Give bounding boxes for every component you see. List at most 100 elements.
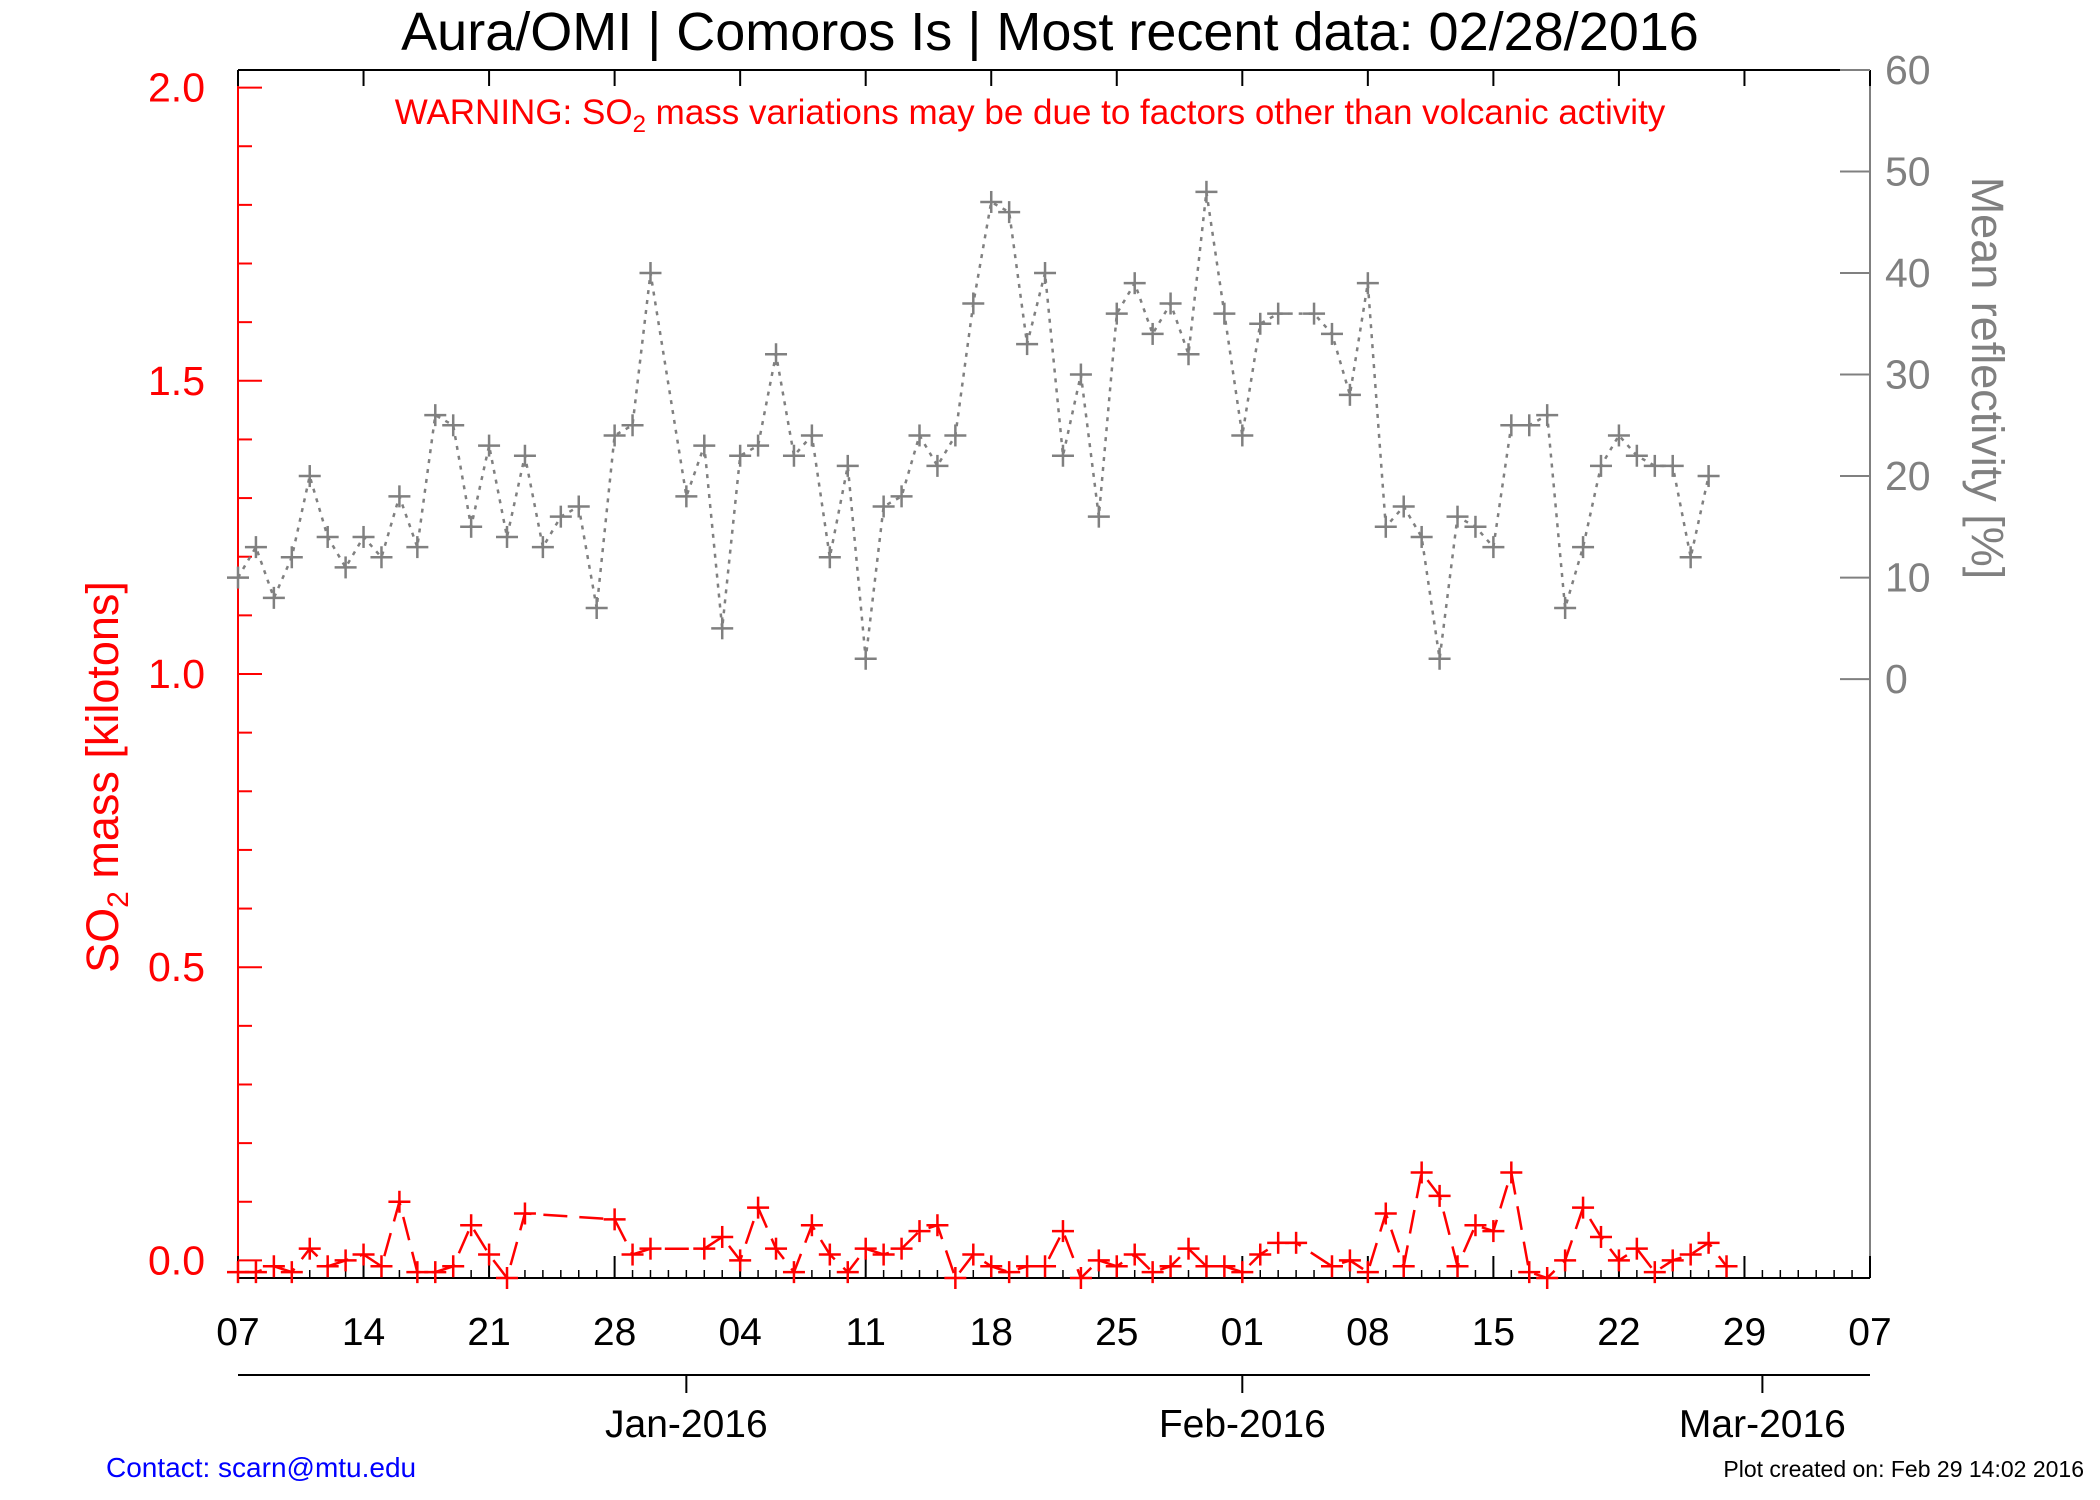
data-point-left [998, 1261, 1021, 1284]
data-point-right [854, 647, 877, 670]
data-point-right [1338, 383, 1361, 406]
data-point-right [406, 536, 429, 559]
data-point-right [1392, 495, 1415, 518]
data-point-left [1087, 1249, 1110, 1272]
data-point-right [944, 424, 967, 447]
x-tick-label: 14 [342, 1311, 385, 1354]
data-point-left [1034, 1255, 1057, 1278]
y-right-tick-label: 60 [1885, 47, 1931, 93]
data-point-left [1643, 1261, 1666, 1284]
x-tick-label: 18 [970, 1311, 1013, 1354]
data-point-right [1141, 322, 1164, 345]
x-tick-label: 22 [1597, 1311, 1640, 1354]
y-right-tick-label: 20 [1885, 453, 1931, 499]
data-point-right [711, 617, 734, 640]
data-point-right [1213, 302, 1236, 325]
data-point-right [424, 404, 447, 427]
data-point-right [1697, 465, 1720, 488]
data-point-left [1051, 1220, 1074, 1243]
data-point-right [496, 525, 519, 548]
data-point-right [1661, 454, 1684, 477]
x-tick-label: 04 [718, 1311, 761, 1354]
data-point-left [908, 1220, 931, 1243]
data-point-left [1338, 1249, 1361, 1272]
data-point-left [388, 1190, 411, 1213]
x-tick-label: 11 [845, 1311, 886, 1354]
x-tick-label: 25 [1095, 1311, 1138, 1354]
data-point-left [496, 1267, 519, 1289]
data-point-left [370, 1255, 393, 1278]
data-point-right [1159, 292, 1182, 315]
data-point-left [980, 1255, 1003, 1278]
data-point-left [1428, 1184, 1451, 1207]
contact-text: Contact: scarn@mtu.edu [106, 1452, 416, 1483]
x-tick-label: 21 [467, 1311, 510, 1354]
data-point-right [316, 525, 339, 548]
data-point-left [1392, 1255, 1415, 1278]
data-point-left [316, 1255, 339, 1278]
data-point-right [1536, 404, 1559, 427]
month-label: Jan-2016 [605, 1403, 768, 1446]
data-point-left [1285, 1231, 1308, 1254]
month-label: Feb-2016 [1159, 1403, 1326, 1446]
data-point-right [926, 454, 949, 477]
y-left-tick-label: 2.0 [148, 65, 205, 111]
data-point-left [298, 1237, 321, 1260]
data-point-right [872, 495, 895, 518]
x-tick-label: 07 [216, 1311, 259, 1354]
data-point-right [782, 444, 805, 467]
data-point-right [621, 414, 644, 437]
data-point-left [729, 1249, 752, 1272]
data-point-right [1105, 302, 1128, 325]
data-point-right [1123, 272, 1146, 295]
data-point-right [352, 525, 375, 548]
x-tick-label: 01 [1221, 1311, 1264, 1354]
data-point-left [1374, 1202, 1397, 1225]
data-point-left [1554, 1249, 1577, 1272]
data-point-right [998, 201, 1021, 224]
data-series [227, 180, 1738, 1289]
data-point-right [1356, 272, 1379, 295]
data-point-right [836, 454, 859, 477]
data-point-right [1320, 322, 1343, 345]
y-axis-right-label: Mean reflectivity [%] [1962, 177, 2013, 580]
y-right-tick-label: 0 [1885, 656, 1908, 702]
data-point-left [1482, 1220, 1505, 1243]
data-point-right [1249, 312, 1272, 335]
data-point-right [1554, 597, 1577, 620]
data-point-right [227, 566, 249, 589]
data-point-right [980, 190, 1003, 213]
data-point-left [693, 1237, 716, 1260]
y-left-tick-label: 1.0 [148, 651, 205, 697]
data-point-left [1715, 1255, 1738, 1278]
data-point-left [1464, 1214, 1487, 1237]
data-point-left [890, 1237, 913, 1260]
data-point-left [262, 1255, 285, 1278]
data-point-left [782, 1261, 805, 1284]
data-point-right [388, 485, 411, 508]
data-point-left [1320, 1255, 1343, 1278]
data-point-left [854, 1237, 877, 1260]
data-point-right [298, 465, 321, 488]
data-point-left [1572, 1196, 1595, 1219]
data-point-right [1051, 444, 1074, 467]
data-point-right [1016, 333, 1039, 356]
data-point-left [1679, 1243, 1702, 1266]
data-point-right [567, 495, 590, 518]
y-axis-left-label: SO2 mass [kilotons] [77, 581, 135, 973]
data-point-left [944, 1267, 967, 1289]
data-point-left [352, 1243, 375, 1266]
data-point-right [1195, 180, 1218, 203]
y-left-tick-label: 1.5 [148, 358, 205, 404]
data-point-left [244, 1261, 267, 1284]
data-point-right [1446, 505, 1469, 528]
data-point-left [1536, 1267, 1559, 1289]
month-label: Mar-2016 [1679, 1403, 1846, 1446]
data-point-left [1446, 1255, 1469, 1278]
data-point-right [1374, 515, 1397, 538]
data-point-left [1661, 1249, 1684, 1272]
data-point-right [460, 515, 483, 538]
data-point-right [765, 343, 788, 366]
data-point-right [1679, 546, 1702, 569]
